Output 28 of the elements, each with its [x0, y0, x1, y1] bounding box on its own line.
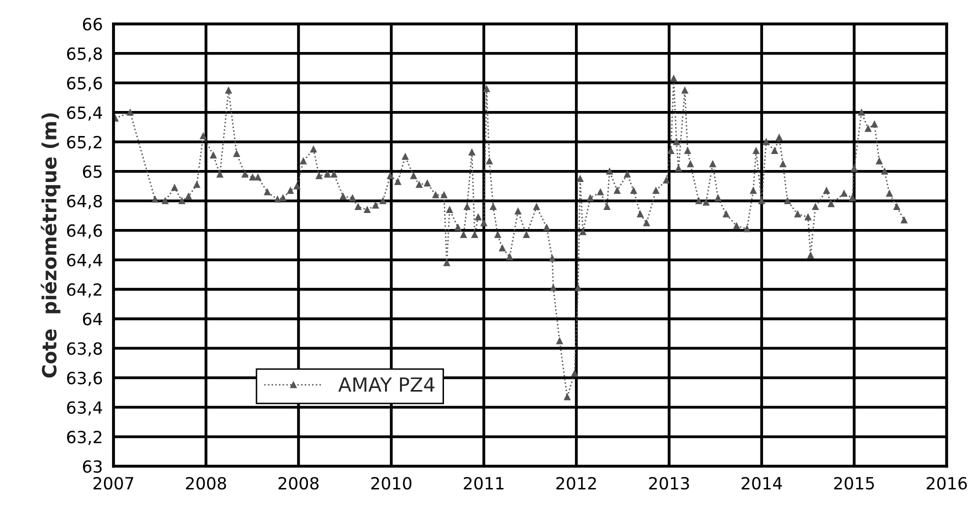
y-tick-label: 64,6: [67, 224, 102, 239]
x-tick-label: 2012: [556, 476, 596, 490]
y-tick-label: 63,2: [67, 430, 102, 446]
x-tick-label: 2011: [464, 476, 504, 490]
y-tick-label: 65: [82, 165, 102, 178]
x-tick-label: 2008: [186, 476, 226, 490]
y-tick-label: 64,4: [67, 254, 102, 268]
x-tick-label: 2015: [834, 476, 874, 490]
y-tick-label: 63,8: [67, 342, 102, 357]
x-tick-label: 2013: [649, 476, 689, 490]
y-tick-label: 64,2: [67, 283, 102, 298]
y-tick-label: 65,6: [67, 76, 102, 92]
y-tick-label: 66: [82, 18, 102, 30]
y-tick-label: 65,4: [67, 106, 102, 121]
x-tick-label: 2014: [742, 476, 782, 490]
y-tick-label: 63: [82, 460, 102, 473]
y-tick-label: 63,4: [67, 401, 102, 416]
y-tick-label: 65,8: [67, 47, 102, 62]
y-tick-label: 64: [82, 312, 102, 326]
y-tick-label: 63,6: [67, 372, 102, 386]
x-tick-label: 2016: [926, 476, 967, 490]
y-tick-label: 64,8: [67, 194, 102, 210]
y-tick-label: 65,2: [67, 136, 102, 150]
legend-label: AMAY PZ4: [338, 377, 434, 392]
y-axis-title: Cote piézométrique (m): [40, 113, 60, 378]
x-tick-label: 2008: [278, 476, 319, 490]
x-tick-label: 2007: [93, 476, 134, 490]
x-tick-label: 2010: [371, 476, 412, 490]
